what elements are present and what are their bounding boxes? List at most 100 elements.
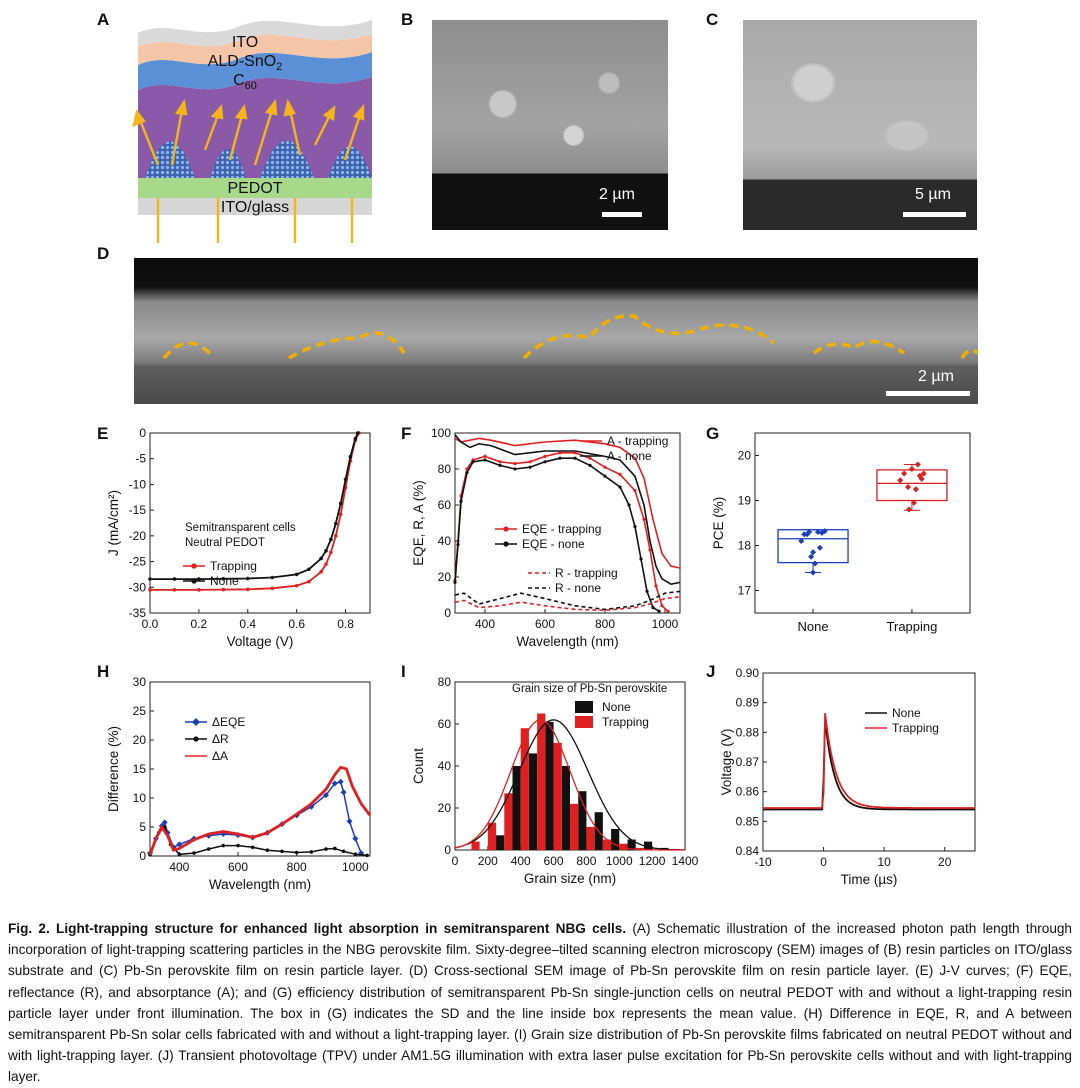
chart-i-grain-size: 0 200 400 600 800 1000 1200 1400 0 20 40 60 80 Grain … (411, 675, 699, 886)
legend-trapping-text: Trapping (602, 715, 649, 729)
y-tick-label: 40 (438, 759, 452, 773)
sno2-layer (138, 34, 372, 65)
data-point (161, 819, 168, 826)
series-line-trapping (763, 712, 975, 809)
data-point (280, 849, 284, 854)
data-point (333, 521, 338, 526)
x-tick-label: 0.0 (142, 617, 159, 631)
histogram-bar-none (627, 839, 636, 850)
data-point (338, 512, 343, 517)
x-tick-label: 800 (576, 854, 596, 868)
data-point (498, 463, 502, 467)
data-point (648, 548, 652, 552)
particle (260, 140, 314, 178)
y-tick-label: 19 (738, 494, 752, 508)
data-point (603, 474, 607, 478)
panel-label-d: D (97, 244, 110, 263)
x-tick-label: 1000 (606, 854, 633, 868)
data-point (810, 549, 817, 556)
data-point (558, 456, 562, 460)
y-tick-label: 40 (438, 534, 452, 548)
data-point (654, 584, 658, 588)
data-point (573, 451, 577, 455)
data-point (348, 454, 353, 459)
data-point (816, 544, 823, 551)
particle (145, 141, 195, 178)
x-tick-label: 400 (169, 860, 189, 874)
series-line (454, 437, 681, 569)
chart-title: Grain size of Pb-Sn perovskite (512, 683, 667, 695)
y-tick-label: -20 (129, 529, 147, 543)
data-point (319, 556, 323, 561)
y-axis-label: J (mA/cm²) (106, 490, 121, 556)
y-axis-label: PCE (%) (711, 497, 726, 550)
x-axis-label: Grain size (nm) (524, 871, 616, 886)
data-point (148, 588, 152, 592)
histogram-bar-trapping (586, 826, 595, 850)
data-point (528, 460, 532, 464)
x-tick-label: 800 (287, 860, 307, 874)
scale-bar-label-b: 2 µm (599, 186, 635, 203)
data-point (343, 477, 348, 482)
data-point (329, 537, 333, 542)
legend-eqe-trapping-text: EQE - trapping (522, 522, 601, 536)
data-point (808, 553, 815, 560)
plot-frame (149, 432, 371, 614)
data-point (498, 460, 502, 464)
data-point (337, 778, 344, 785)
x-tick-label: 600 (535, 617, 555, 631)
histogram-bar-none (611, 829, 620, 850)
y-tick-label: 20 (738, 449, 752, 463)
y-axis-label: Difference (%) (106, 726, 121, 812)
data-point (651, 606, 655, 610)
y-tick-label: 20 (133, 733, 147, 747)
x-tick-label: 0.2 (191, 617, 208, 631)
scale-bar-b (602, 212, 642, 217)
ito-top-layer (138, 20, 372, 47)
panel-label-c: C (706, 10, 719, 29)
data-point (265, 848, 270, 852)
data-point (920, 470, 927, 477)
data-point (365, 853, 369, 858)
data-point (331, 780, 338, 787)
data-point (465, 471, 469, 475)
data-point (333, 846, 337, 851)
y-tick-label: 18 (738, 539, 752, 553)
legend-eqe-none-marker (503, 541, 509, 547)
data-point (543, 454, 547, 458)
data-point (270, 586, 275, 591)
data-point (294, 572, 299, 577)
legend-none-text: None (210, 574, 239, 588)
y-tick-label: 0 (444, 606, 451, 620)
panel-label-e: E (97, 424, 109, 443)
y-tick-label: 80 (438, 462, 452, 476)
y-tick-label: 20 (438, 801, 452, 815)
data-point (513, 462, 517, 466)
data-point (346, 818, 353, 825)
data-point (513, 467, 517, 471)
legend-trapping-swatch (575, 716, 593, 728)
data-point (221, 843, 226, 848)
fit-curve-trapping (454, 719, 685, 851)
data-point (543, 460, 547, 464)
data-point (270, 575, 275, 580)
data-point (176, 841, 183, 848)
data-point (573, 456, 577, 460)
legend-none-marker (191, 578, 197, 584)
data-point (633, 489, 637, 493)
panel-label-b: B (401, 10, 414, 29)
data-point (645, 589, 649, 593)
ito-label: ITO (232, 34, 258, 51)
x-tick-label: 200 (478, 854, 498, 868)
x-tick-label: 600 (228, 860, 248, 874)
y-tick-label: 0.86 (736, 785, 760, 799)
c60-label: C60 (233, 72, 257, 92)
histogram-bar-none (528, 753, 538, 850)
legend-eqe-trapping-marker (503, 526, 509, 532)
data-point (660, 604, 664, 608)
x-tick-label: -10 (754, 855, 772, 869)
data-point (324, 548, 328, 553)
data-point (294, 583, 299, 588)
legend-delta-r-marker (193, 736, 199, 742)
histogram-bar-none (578, 791, 587, 850)
